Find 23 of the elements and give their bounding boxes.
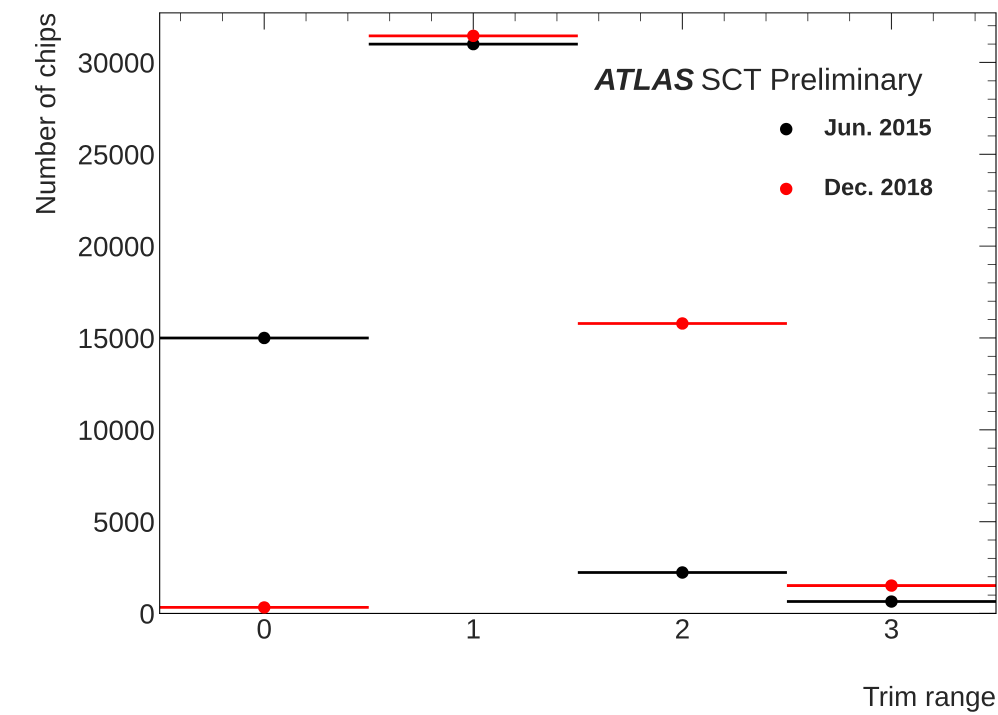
annotation: ATLAS SCT Preliminary <box>594 68 922 96</box>
legend-label: Dec. 2018 <box>826 178 932 196</box>
y-tick-label: 10000 <box>80 420 154 440</box>
point <box>676 566 689 579</box>
y-tick-label: 20000 <box>78 236 154 256</box>
y-axis-title: Number of chips <box>35 14 61 213</box>
x-axis-title: Trim range <box>863 686 995 712</box>
x-tick-label: 3 <box>884 619 898 639</box>
y-tick-label: 0 <box>140 604 154 624</box>
y-tick-label: 30000 <box>78 53 154 73</box>
point <box>258 332 270 344</box>
point <box>885 595 898 608</box>
x-tick-label: 2 <box>676 619 689 638</box>
x-tick-label: 1 <box>468 619 480 638</box>
point <box>676 317 689 330</box>
x-tick-label: 0 <box>258 619 271 639</box>
point <box>885 579 898 592</box>
y-tick-label: 15000 <box>80 328 154 348</box>
legend-label: Jun. 2015 <box>824 118 931 136</box>
y-tick-label: 5000 <box>94 512 154 532</box>
point <box>467 30 480 42</box>
y-tick-label: 25000 <box>78 144 154 165</box>
point <box>258 601 270 614</box>
